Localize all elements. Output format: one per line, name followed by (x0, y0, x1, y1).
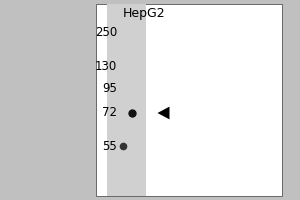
Bar (106, 4, 146, 196)
Text: HepG2: HepG2 (123, 6, 165, 20)
Polygon shape (158, 107, 169, 119)
Text: 250: 250 (95, 26, 117, 40)
Bar (96, 4, 282, 196)
Text: 95: 95 (102, 82, 117, 95)
Text: 55: 55 (102, 140, 117, 152)
Text: 130: 130 (95, 60, 117, 73)
Text: 72: 72 (102, 106, 117, 119)
